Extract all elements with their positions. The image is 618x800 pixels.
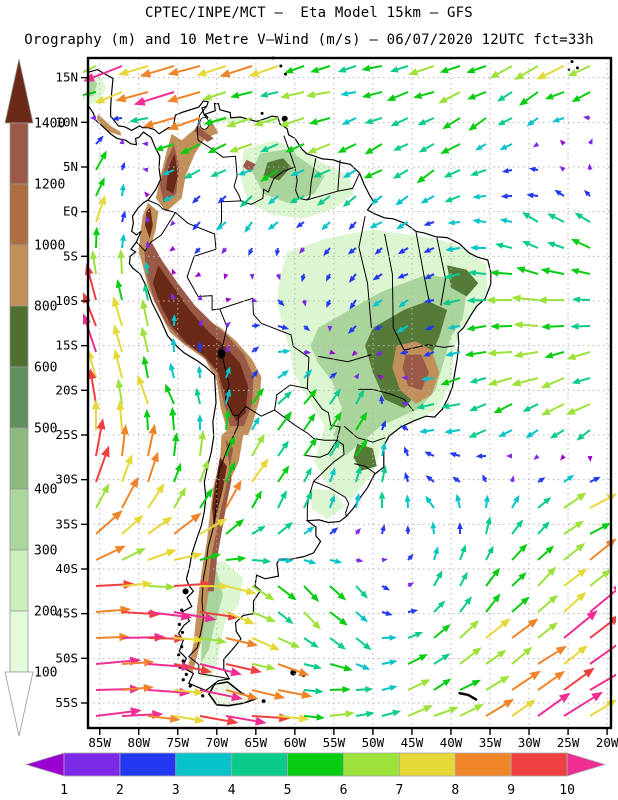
orography-scale-label: 1200	[34, 178, 65, 193]
lon-tick-label: 40W	[440, 735, 463, 750]
lat-tick-label: 5N	[63, 159, 78, 174]
lon-tick-label: 45W	[401, 735, 424, 750]
lon-tick-label: 75W	[166, 735, 189, 750]
lat-tick-label: 25S	[55, 427, 78, 442]
lon-tick-label: 20W	[596, 735, 618, 750]
orography-scale-label: 200	[34, 605, 57, 620]
wind-scale-label: 9	[507, 783, 515, 798]
orography-scale-label: 1400	[34, 117, 65, 132]
wind-colorbar: 1 2 3 4 5 6 7 8 9 10	[24, 752, 607, 798]
lon-tick-label: 35W	[479, 735, 502, 750]
orography-scale-label: 800	[34, 300, 57, 315]
lat-tick-label: 15N	[55, 70, 78, 85]
lat-tick-label: 40S	[55, 561, 78, 576]
lat-tick-label: 10S	[55, 293, 78, 308]
wind-scale-label: 1	[60, 783, 68, 798]
orography-scale-label: 100	[34, 666, 57, 681]
orography-scale-label: 600	[34, 361, 57, 376]
lon-tick-label: 60W	[284, 735, 307, 750]
lon-tick-label: 85W	[88, 735, 111, 750]
wind-scale-label: 10	[559, 783, 575, 798]
wind-scale-label: 8	[451, 783, 459, 798]
lat-tick-label: 35S	[55, 516, 78, 531]
page-subtitle: Orography (m) and 10 Metre V—Wind (m/s) …	[24, 32, 594, 48]
wind-scale-label: 5	[284, 783, 292, 798]
lon-tick-label: 30W	[518, 735, 541, 750]
orography-scale-label: 300	[34, 544, 57, 559]
wind-scale-label: 3	[172, 783, 180, 798]
lon-tick-label: 50W	[362, 735, 385, 750]
lat-tick-label: 45S	[55, 606, 78, 621]
lon-tick-label: 55W	[323, 735, 346, 750]
orography-colorbar: 1400 1200 1000 800 600 500 400 300 200 100	[4, 58, 65, 737]
lon-tick-label: 25W	[557, 735, 580, 750]
wind-scale-label: 7	[395, 783, 403, 798]
orography-scale-label: 400	[34, 483, 57, 498]
lat-tick-label: 15S	[55, 338, 78, 353]
orography-scale-label: 500	[34, 422, 57, 437]
landmass	[88, 69, 491, 691]
wind-arrows	[83, 64, 616, 726]
orography	[88, 72, 487, 678]
wind-scale-label: 4	[228, 783, 236, 798]
page-title: CPTEC/INPE/MCT — Eta Model 15km — GFS	[145, 5, 473, 21]
lat-tick-label: EQ	[63, 204, 78, 219]
lat-axis: 15N 10N 5N EQ 5S 10S 15S 20S 25S 30S 35S 40S 45S 50S 5…	[55, 70, 88, 710]
lon-tick-label: 65W	[245, 735, 268, 750]
wind-scale-label: 2	[116, 783, 124, 798]
lat-tick-label: 20S	[55, 382, 78, 397]
lon-tick-label: 80W	[127, 735, 150, 750]
wind-scale-label: 6	[340, 783, 348, 798]
lat-tick-label: 55S	[55, 695, 78, 710]
lon-axis: 85W 80W 75W 70W 65W 60W 55W 50W 45W 40W 35W 30W 25W 2…	[88, 728, 618, 750]
map-frame	[86, 56, 613, 730]
lat-tick-label: 30S	[55, 472, 78, 487]
lat-tick-label: 50S	[55, 650, 78, 665]
lon-tick-label: 70W	[206, 735, 229, 750]
lat-tick-label: 5S	[63, 248, 78, 263]
orography-scale-label: 1000	[34, 239, 65, 254]
lat-tick-label: 10N	[55, 114, 78, 129]
